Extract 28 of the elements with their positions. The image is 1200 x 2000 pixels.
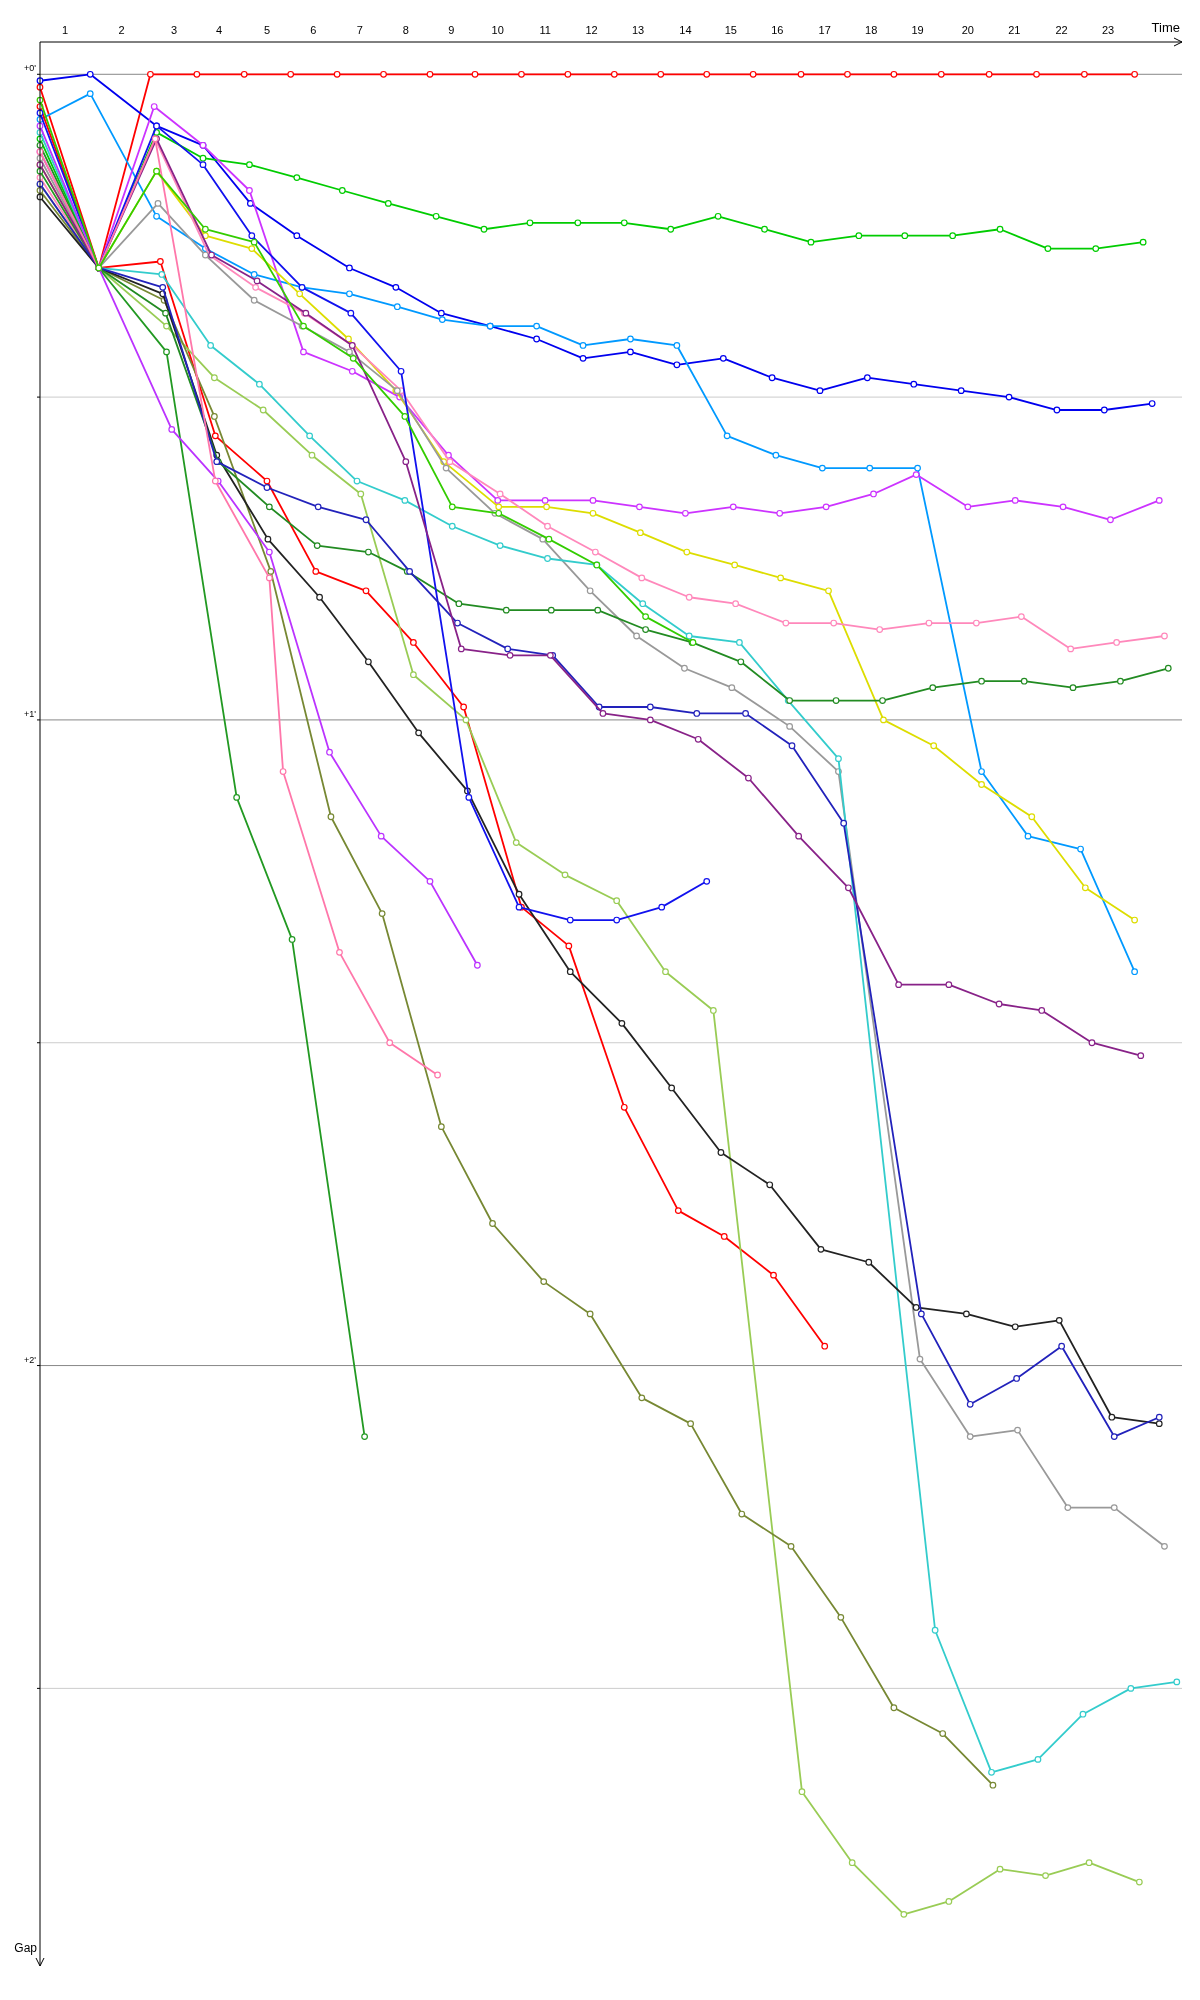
x-tick-label: 15 [724, 24, 738, 36]
x-tick-label: 19 [911, 24, 924, 36]
x-tick-label: 12 [585, 24, 598, 36]
x-tick-label: 13 [631, 24, 645, 36]
y-axis-title: Gap [14, 1941, 38, 1955]
x-tick-label: 2 [118, 24, 125, 36]
x-tick-label: 22 [1055, 24, 1068, 36]
x-tick-label: 5 [263, 24, 271, 36]
x-tick-label: 17 [818, 24, 831, 36]
x-tick-label: 20 [961, 24, 974, 36]
y-tick-label: +1' [24, 708, 37, 719]
x-tick-label: 7 [356, 24, 363, 36]
x-tick-label: 9 [448, 24, 455, 36]
x-tick-label: 16 [771, 24, 784, 36]
y-tick-label: +2' [24, 1354, 37, 1365]
x-tick-label: 1 [62, 24, 69, 36]
x-tick-label: 4 [216, 24, 223, 36]
x-tick-label: 8 [402, 24, 409, 36]
x-tick-label: 18 [865, 24, 878, 36]
y-tick-label: +0' [24, 63, 37, 74]
x-tick-label: 21 [1008, 24, 1021, 36]
x-tick-label: 14 [679, 24, 692, 36]
x-tick-label: 6 [310, 24, 317, 36]
x-axis-title: Time [1151, 20, 1180, 35]
x-tick-label: 10 [491, 24, 504, 36]
x-tick-label: 3 [171, 24, 178, 36]
x-tick-label: 23 [1101, 24, 1115, 36]
x-tick-label: 11 [539, 24, 551, 36]
